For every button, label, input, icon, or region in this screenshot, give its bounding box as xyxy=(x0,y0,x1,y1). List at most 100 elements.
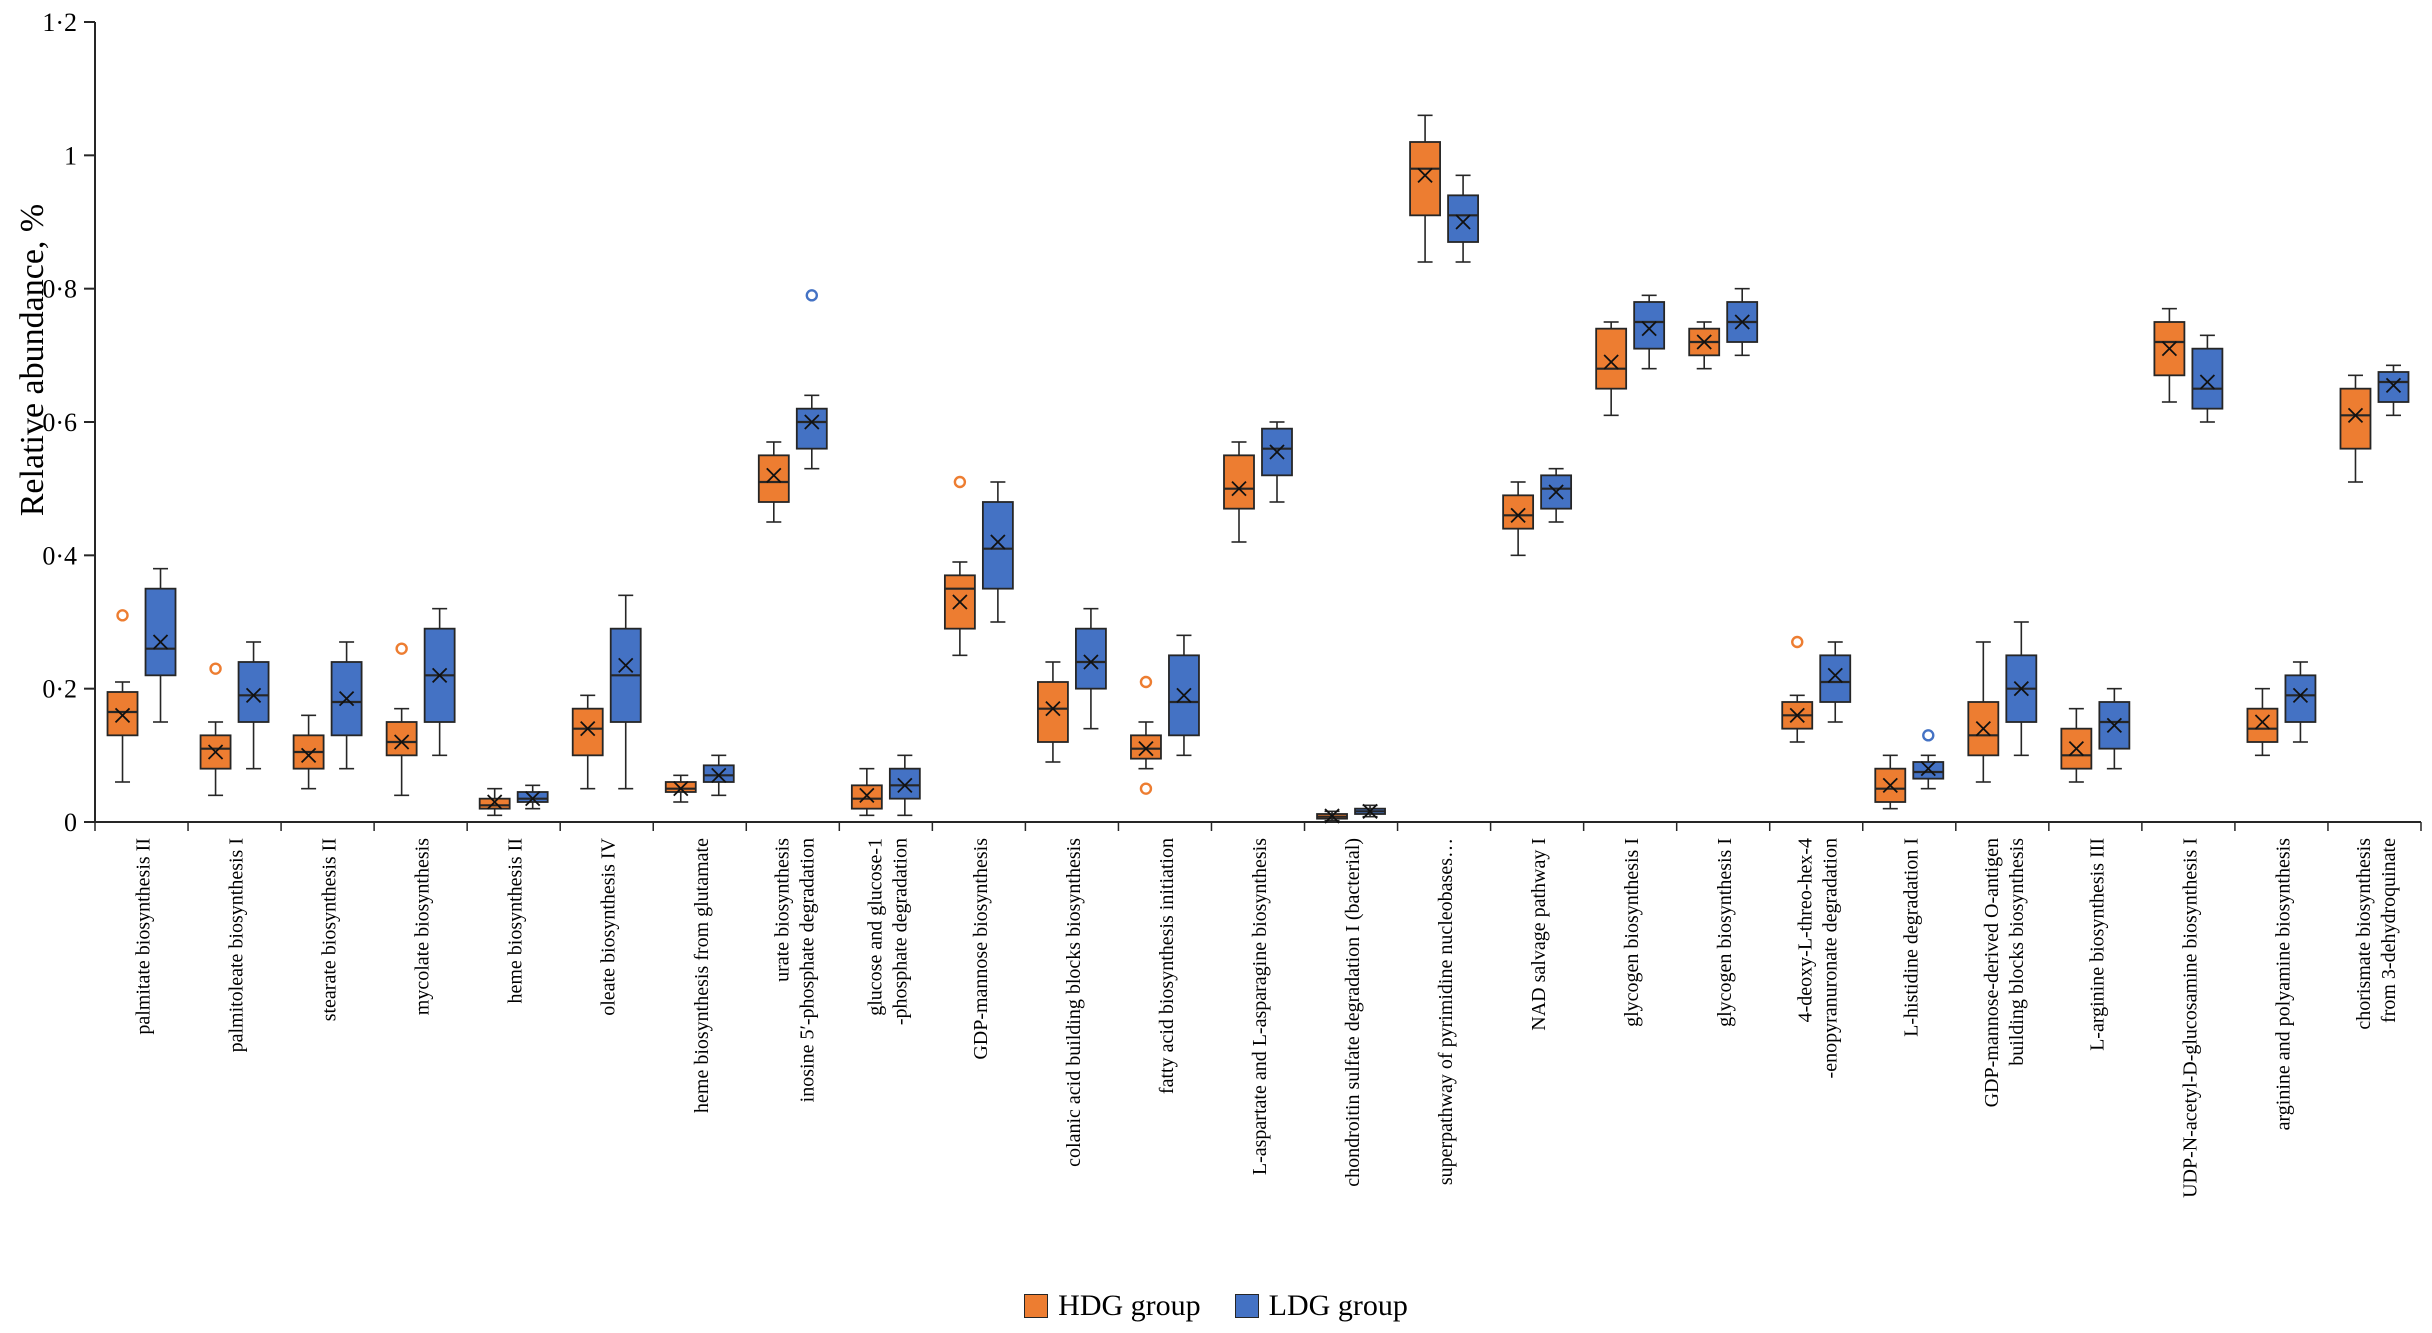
mean-marker xyxy=(1510,507,1526,523)
box-group-hdg-18 xyxy=(1781,635,1814,743)
box xyxy=(702,764,735,783)
box xyxy=(1595,327,1628,390)
legend-item-ldg: LDG group xyxy=(1234,1289,1408,1323)
mean-marker xyxy=(338,691,355,707)
mean-marker xyxy=(245,687,262,703)
box xyxy=(1633,301,1666,350)
box-group-ldg-6 xyxy=(702,754,735,797)
box xyxy=(1223,454,1255,510)
box-group-hdg-4 xyxy=(478,787,511,817)
mean-marker xyxy=(1231,481,1247,497)
category-label: heme biosynthesis II xyxy=(505,838,527,1004)
mean-marker xyxy=(1083,654,1099,670)
category-label: chorismate biosynthesis xyxy=(2353,838,2375,1030)
category-label: fatty acid biosynthesis initiation xyxy=(1156,838,1178,1094)
box-group-hdg-1 xyxy=(199,662,232,797)
mean-marker xyxy=(1975,721,1991,737)
category-label: mycolate biosynthesis xyxy=(412,838,434,1015)
mean-marker xyxy=(2385,377,2402,393)
outlier-dot xyxy=(395,642,408,655)
category-label: from 3-dehydroquinate xyxy=(2378,838,2400,1023)
box-group-ldg-1 xyxy=(237,641,270,770)
mean-marker xyxy=(1362,803,1378,819)
outlier-dot xyxy=(209,662,222,675)
box xyxy=(1075,627,1107,690)
box-group-ldg-21 xyxy=(2098,687,2131,770)
box xyxy=(571,707,604,757)
box xyxy=(237,661,270,723)
box-group-hdg-12 xyxy=(1223,441,1255,543)
mean-marker xyxy=(432,667,448,683)
box xyxy=(1502,494,1535,530)
category-label: arginine and polyamine biosynthesis xyxy=(2272,838,2294,1131)
box xyxy=(478,797,511,810)
box xyxy=(516,791,549,803)
box-group-hdg-22 xyxy=(2153,307,2186,403)
category-label: glycogen biosynthesis I xyxy=(1621,838,1643,1027)
category-label: glucose and glucose-1 xyxy=(864,838,886,1016)
y-tick-label: 0·2 xyxy=(42,675,77,704)
legend-item-hdg: HDG group xyxy=(1024,1289,1201,1323)
mean-marker xyxy=(2161,341,2178,357)
mean-marker xyxy=(114,707,131,723)
outlier-dot xyxy=(1139,782,1153,795)
box-group-hdg-13 xyxy=(1316,808,1348,824)
box-group-hdg-24 xyxy=(2339,374,2372,483)
mean-marker xyxy=(766,467,782,483)
outlier-dot xyxy=(116,609,129,622)
box-group-ldg-7 xyxy=(795,289,828,470)
box xyxy=(2377,371,2410,403)
box-group-ldg-16 xyxy=(1633,294,1666,370)
category-label: -enopyranuronate degradation xyxy=(1820,838,1842,1078)
mean-marker xyxy=(394,734,410,750)
box-group-ldg-8 xyxy=(888,754,921,817)
box-group-ldg-11 xyxy=(1168,634,1200,757)
box xyxy=(144,587,177,677)
mean-marker xyxy=(1827,667,1843,683)
box-group-hdg-15 xyxy=(1502,481,1535,557)
outlier-dot xyxy=(1139,675,1153,689)
box xyxy=(1540,474,1573,510)
box-group-hdg-8 xyxy=(850,767,883,817)
category-label: L-aspartate and L-asparagine biosynthesi… xyxy=(1249,838,1271,1175)
box-group-ldg-22 xyxy=(2191,334,2224,423)
box-group-hdg-19 xyxy=(1874,754,1907,810)
y-tick-label: 0·4 xyxy=(42,541,77,570)
box xyxy=(664,781,697,793)
category-label: 4-deoxy-L-threo-hex-4 xyxy=(1795,838,1817,1022)
mean-marker xyxy=(1789,707,1805,723)
mean-marker xyxy=(897,777,913,793)
box xyxy=(757,454,790,503)
box-group-ldg-15 xyxy=(1540,467,1573,523)
category-label: urate biosynthesis xyxy=(771,838,793,982)
box-group-ldg-17 xyxy=(1726,287,1759,357)
mean-marker xyxy=(525,791,541,807)
mean-marker xyxy=(673,781,689,797)
category-label: colanic acid building blocks biosynthesi… xyxy=(1063,838,1085,1167)
category-label: palmitoleate biosynthesis I xyxy=(226,838,248,1052)
box xyxy=(1037,681,1069,743)
box xyxy=(1409,141,1441,217)
category-label: heme biosynthesis from glutamate xyxy=(691,838,713,1113)
box-group-ldg-12 xyxy=(1261,421,1293,503)
mean-marker xyxy=(580,721,596,737)
outlier-dot xyxy=(805,289,818,302)
box-group-hdg-20 xyxy=(1967,641,2000,783)
box-group-ldg-13 xyxy=(1354,803,1386,819)
box-group-hdg-23 xyxy=(2246,687,2279,757)
category-label: palmitate biosynthesis II xyxy=(133,838,155,1035)
mean-marker xyxy=(1882,777,1898,793)
box xyxy=(106,691,139,737)
box-group-hdg-16 xyxy=(1595,321,1628,417)
mean-marker xyxy=(1176,687,1192,703)
mean-marker xyxy=(487,794,503,810)
category-label: NAD salvage pathway I xyxy=(1528,838,1550,1031)
box-group-hdg-2 xyxy=(292,714,325,790)
mean-marker xyxy=(1269,444,1285,460)
box-group-hdg-7 xyxy=(757,441,790,523)
mean-marker xyxy=(711,767,727,783)
box-group-hdg-9 xyxy=(943,475,976,657)
mean-marker xyxy=(2013,681,2029,697)
category-label: UDP-N-acetyl-D-glucosamine biosynthesis … xyxy=(2179,838,2201,1198)
category-label: GDP-mannose biosynthesis xyxy=(970,838,992,1060)
